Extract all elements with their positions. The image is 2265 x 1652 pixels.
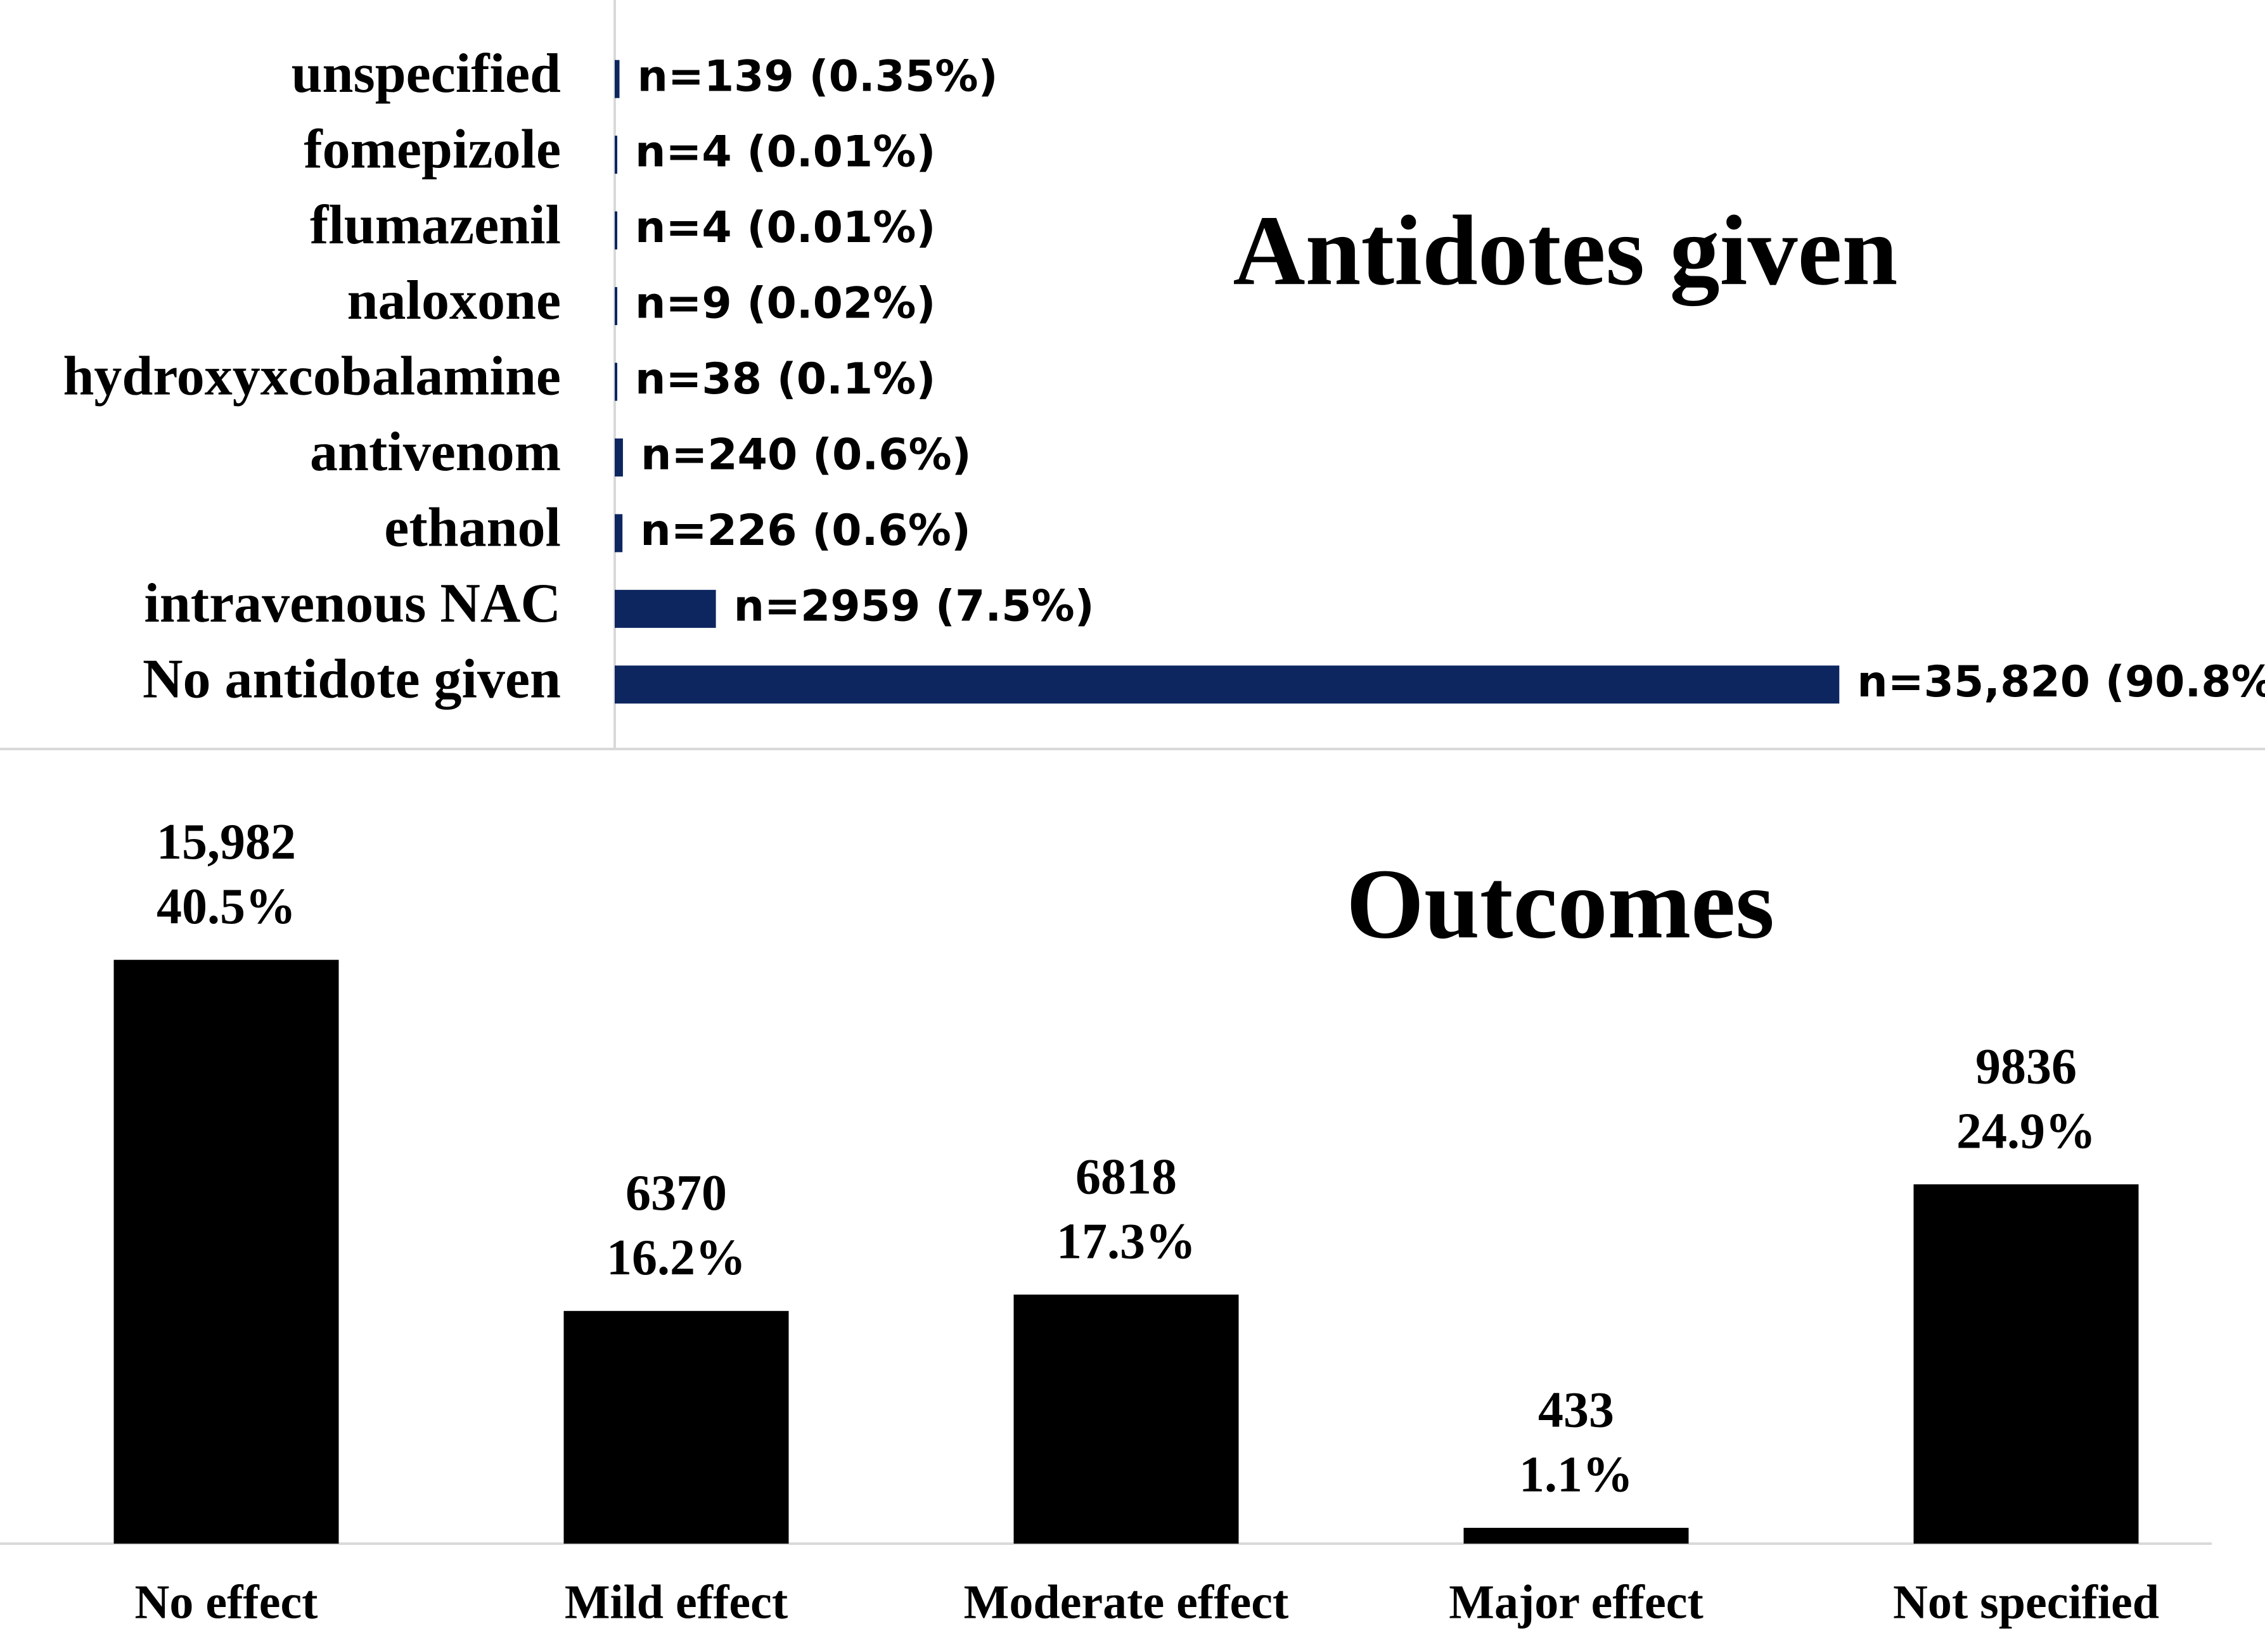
antidote-bar <box>615 136 617 174</box>
outcome-count-label: 9836 <box>1975 1039 2077 1094</box>
outcome-bar <box>1013 1294 1239 1544</box>
outcome-bar <box>563 1310 789 1544</box>
antidote-value-label: n=4 (0.01%) <box>635 203 935 253</box>
outcomes-title: Outcomes <box>1346 848 1774 959</box>
antidote-category-label: No antidote given <box>143 648 561 710</box>
antidote-value-label: n=38 (0.1%) <box>635 354 935 404</box>
outcome-category-label: Major effect <box>1449 1575 1704 1629</box>
outcome-count-label: 6818 <box>1075 1149 1177 1205</box>
antidote-value-label: n=226 (0.6%) <box>640 506 971 556</box>
outcome-percent-label: 16.2% <box>606 1230 746 1286</box>
outcome-category-label: Moderate effect <box>964 1575 1289 1629</box>
outcome-percent-label: 24.9% <box>1956 1103 2096 1159</box>
antidote-category-label: naloxone <box>347 270 561 331</box>
antidote-value-label: n=9 (0.02%) <box>635 279 935 329</box>
antidote-value-label: n=2959 (7.5%) <box>734 581 1094 631</box>
antidote-bar <box>615 211 617 250</box>
antidote-bar <box>615 589 716 628</box>
outcome-count-label: 15,982 <box>157 814 296 870</box>
outcome-category-label: No effect <box>134 1575 318 1629</box>
outcomes-chart: 15,982 40.5% No effect 6370 16.2% Mild effect… <box>0 814 2212 1629</box>
outcome-bar <box>113 959 339 1544</box>
antidote-value-label: n=139 (0.35%) <box>637 51 998 101</box>
antidote-bar <box>615 362 617 401</box>
outcome-category-label: Mild effect <box>565 1575 788 1629</box>
outcome-percent-label: 17.3% <box>1056 1213 1196 1269</box>
antidote-category-label: flumazenil <box>310 195 561 256</box>
outcome-bar <box>1463 1528 1689 1544</box>
antidote-bar <box>615 60 620 98</box>
antidote-bar <box>615 514 623 553</box>
antidote-category-label: unspecified <box>292 43 561 105</box>
antidote-category-label: fomepizole <box>304 118 561 180</box>
antidote-value-label: n=4 (0.01%) <box>635 127 935 177</box>
antidote-category-label: antivenom <box>310 421 561 483</box>
outcome-count-label: 6370 <box>626 1165 727 1221</box>
antidote-bar <box>615 438 623 477</box>
antidote-category-label: hydroxyxcobalamine <box>63 346 561 407</box>
antidote-value-label: n=240 (0.6%) <box>641 430 972 480</box>
antidote-bar <box>615 665 1840 704</box>
antidotes-chart: unspecified n=139 (0.35%) fomepizole n=4 (0… <box>63 0 2265 748</box>
antidote-category-label: intravenous NAC <box>144 573 561 634</box>
antidote-bar <box>615 287 617 326</box>
antidotes-title: Antidotes given <box>1233 195 1898 306</box>
outcome-count-label: 433 <box>1538 1382 1614 1438</box>
antidote-value-label: n=35,820 (90.8%) <box>1857 657 2265 707</box>
outcome-category-label: Not specified <box>1893 1575 2159 1629</box>
outcome-percent-label: 40.5% <box>157 879 296 935</box>
antidote-category-label: ethanol <box>384 497 561 559</box>
outcome-bar <box>1913 1184 2139 1544</box>
outcome-percent-label: 1.1% <box>1519 1447 1633 1502</box>
